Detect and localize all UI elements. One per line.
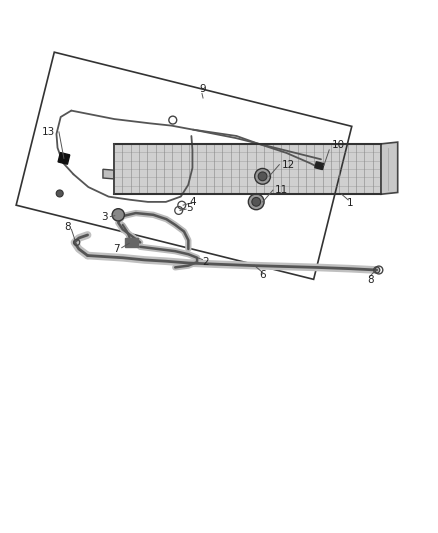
Circle shape (258, 172, 267, 181)
Polygon shape (103, 169, 114, 179)
Polygon shape (114, 144, 381, 194)
Circle shape (112, 209, 124, 221)
Text: 6: 6 (259, 270, 266, 280)
Text: 9: 9 (200, 84, 206, 94)
Text: 3: 3 (101, 212, 108, 222)
Text: 1: 1 (347, 198, 354, 208)
Bar (125, 238, 138, 247)
Text: 2: 2 (202, 257, 209, 267)
Text: 10: 10 (332, 141, 345, 150)
Circle shape (56, 190, 63, 197)
Text: 4: 4 (189, 197, 196, 207)
Circle shape (254, 168, 270, 184)
Text: 5: 5 (186, 203, 193, 213)
Bar (315, 161, 324, 169)
Circle shape (252, 197, 261, 206)
Text: 11: 11 (275, 185, 288, 195)
Bar (58, 152, 70, 164)
Text: 13: 13 (41, 127, 55, 137)
Text: 8: 8 (64, 222, 71, 232)
Text: 8: 8 (367, 274, 374, 285)
Circle shape (248, 194, 264, 209)
Text: 7: 7 (113, 244, 120, 254)
Polygon shape (381, 142, 398, 194)
Text: 12: 12 (282, 159, 295, 169)
